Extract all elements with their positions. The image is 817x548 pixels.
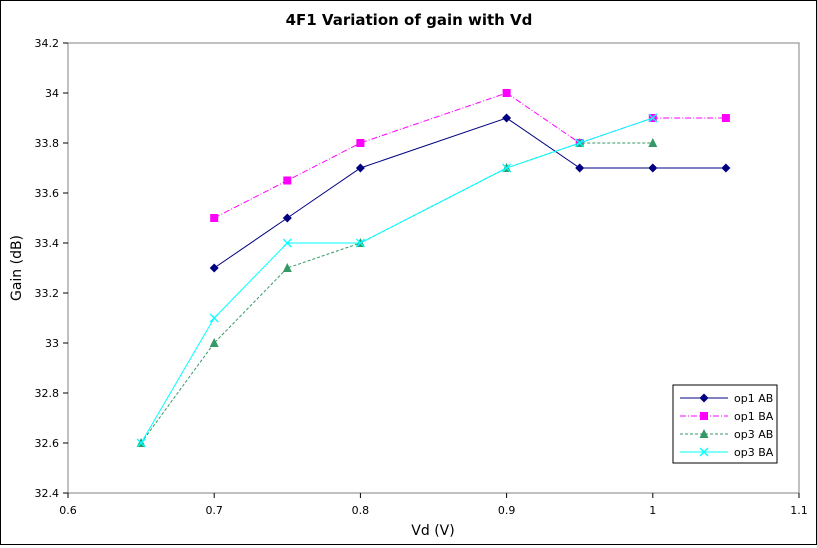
y-tick-label: 32.8 — [35, 387, 60, 400]
x-axis-label: Vd (V) — [411, 523, 454, 539]
legend-marker-op1-ba — [700, 412, 708, 420]
y-tick-label: 33.2 — [35, 287, 60, 300]
x-tick-label: 1.1 — [790, 504, 808, 517]
legend: op1 AB op1 BA op3 AB op3 BA — [672, 384, 778, 464]
series-layer — [136, 89, 731, 448]
x-tick-label: 0.8 — [352, 504, 370, 517]
point-op3-ba-stroke — [282, 238, 292, 248]
legend-label-op1-ab: op1 AB — [734, 392, 773, 405]
y-axis-label: Gain (dB) — [9, 235, 25, 301]
x-tick-label: 0.9 — [498, 504, 516, 517]
point-op1-ab — [209, 263, 219, 273]
point-op1-ba — [356, 139, 365, 147]
y-tick-label: 34.2 — [35, 37, 60, 50]
point-op1-ab — [502, 113, 512, 123]
point-op1-ba — [721, 114, 730, 122]
y-tick-label: 33.8 — [35, 137, 60, 150]
legend-marker-op1-ab — [699, 393, 709, 403]
point-op3-ba-stroke — [136, 438, 146, 448]
x-tick-label: 1 — [649, 504, 656, 517]
point-op3-ba-stroke — [575, 138, 585, 148]
point-op3-ba — [209, 313, 219, 323]
x-tick-label: 0.6 — [59, 504, 77, 517]
point-op3-ab — [648, 138, 658, 147]
axes: 0.6 0.7 0.8 0.9 1 1.1 32.4 32.6 32.8 33 33.2 33.4 33… — [35, 37, 808, 517]
chart-title: 4F1 Variation of gain with Vd — [286, 11, 533, 29]
point-op3-ba-stroke — [209, 313, 219, 323]
point-op3-ab — [282, 263, 292, 272]
point-op3-ba — [282, 238, 292, 248]
y-tick-label: 33.4 — [35, 237, 60, 250]
point-op3-ba — [648, 113, 658, 123]
y-tick-label: 32.6 — [35, 437, 60, 450]
point-op3-ab — [209, 338, 219, 347]
legend-label-op1-ba: op1 BA — [734, 410, 774, 423]
point-op3-ba — [502, 163, 512, 173]
point-op3-ba — [575, 138, 585, 148]
point-op1-ab — [648, 163, 658, 173]
legend-label-op3-ab: op3 AB — [734, 428, 773, 441]
y-tick-label: 32.4 — [35, 487, 60, 500]
y-tick-label: 34 — [45, 87, 59, 100]
point-op3-ba — [355, 238, 365, 248]
point-op3-ba-stroke — [355, 238, 365, 248]
point-op1-ab — [282, 213, 292, 223]
point-op1-ab — [721, 163, 731, 173]
x-tick-label: 0.7 — [205, 504, 223, 517]
legend-marker-op3-ba-stroke — [699, 447, 709, 457]
point-op3-ba-stroke — [502, 163, 512, 173]
legend-marker-op3-ab — [699, 429, 709, 438]
legend-label-op3-ba: op3 BA — [734, 446, 774, 459]
point-op3-ba — [136, 438, 146, 448]
y-tick-label: 33.6 — [35, 187, 60, 200]
y-tick-label: 33 — [45, 337, 59, 350]
point-op1-ba — [502, 89, 511, 97]
point-op1-ab — [575, 163, 585, 173]
point-op1-ab — [355, 163, 365, 173]
legend-marker-op3-ba — [699, 447, 709, 457]
point-op1-ba — [210, 214, 219, 222]
point-op3-ba-stroke — [648, 113, 658, 123]
point-op1-ba — [283, 176, 292, 185]
